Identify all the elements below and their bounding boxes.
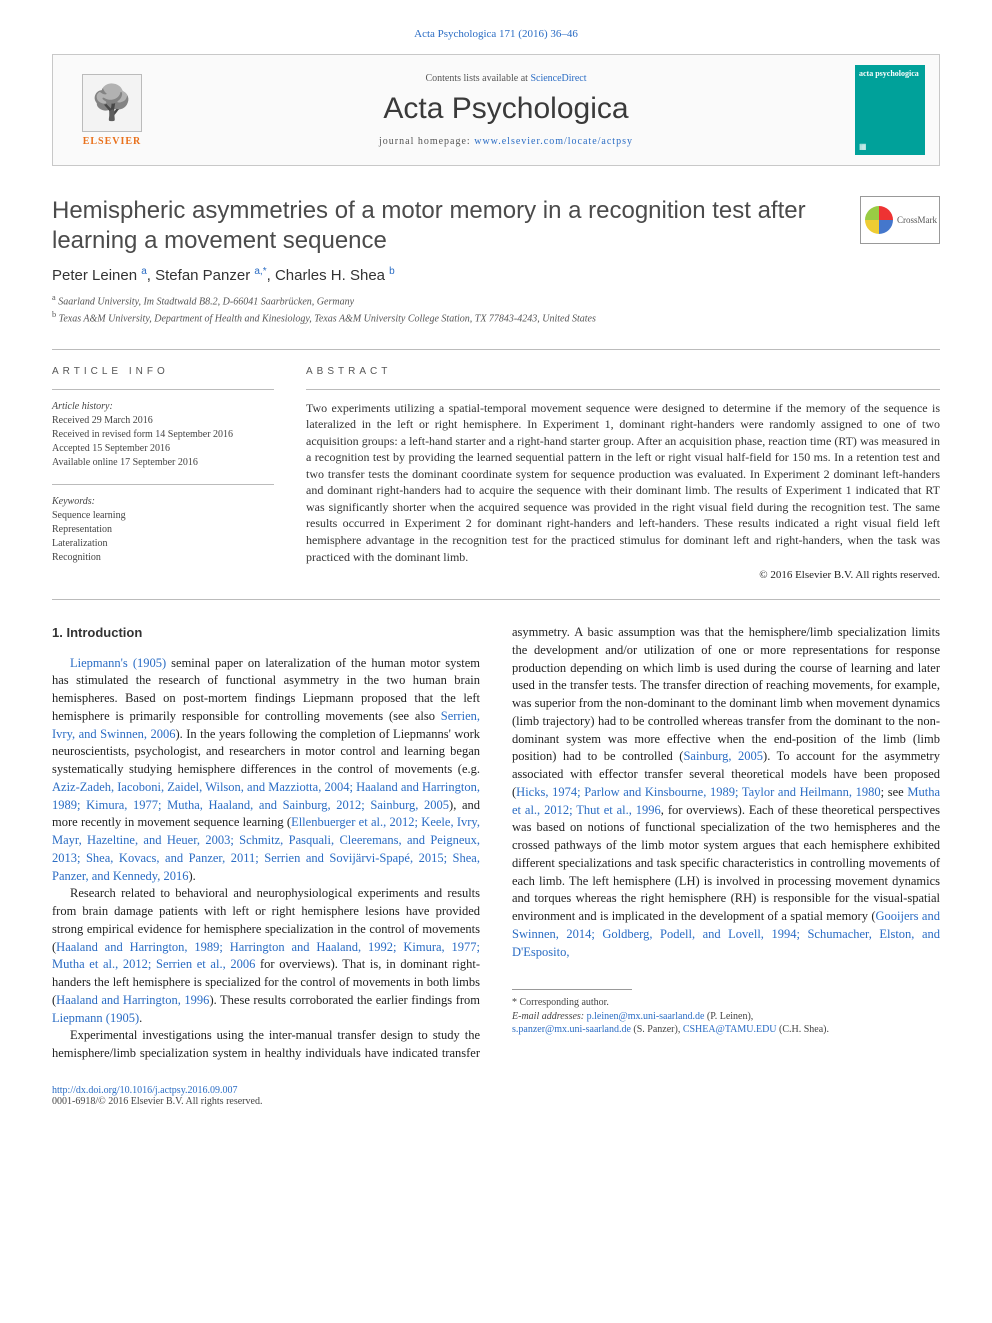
corresponding-author: * Corresponding author.	[512, 996, 940, 1010]
email-line: E-mail addresses: p.leinen@mx.uni-saarla…	[512, 1010, 940, 1037]
authors: Peter Leinen a, Stefan Panzer a,*, Charl…	[52, 266, 940, 284]
title-block: Hemispheric asymmetries of a motor memor…	[52, 196, 844, 266]
issn-copyright: 0001-6918/© 2016 Elsevier B.V. All right…	[52, 1096, 262, 1107]
homepage-prefix: journal homepage:	[379, 136, 474, 147]
abstract-text: Two experiments utilizing a spatial-temp…	[306, 400, 940, 565]
abstract-label: abstract	[306, 366, 940, 377]
cover-thumb-title: acta psychologica	[859, 69, 921, 78]
email-panzer[interactable]: s.panzer@mx.uni-saarland.de	[512, 1024, 631, 1035]
rule-bottom	[52, 599, 940, 600]
abstract-copyright: © 2016 Elsevier B.V. All rights reserved…	[306, 569, 940, 581]
doi-link[interactable]: http://dx.doi.org/10.1016/j.actpsy.2016.…	[52, 1085, 238, 1096]
rule-keywords	[52, 484, 274, 485]
paragraph-2: Research related to behavioral and neuro…	[52, 885, 480, 1027]
affiliations: a Saarland University, Im Stadtwald B8.2…	[52, 292, 940, 327]
paper-title: Hemispheric asymmetries of a motor memor…	[52, 196, 844, 256]
ref-group-1[interactable]: Aziz-Zadeh, Iacoboni, Zaidel, Wilson, an…	[52, 780, 480, 812]
p2-t3: ). These results corroborated the earlie…	[209, 993, 480, 1007]
keywords-label: Keywords:	[52, 496, 95, 507]
p1-t4: ).	[189, 869, 196, 883]
history-revised: Received in revised form 14 September 20…	[52, 429, 233, 440]
crossmark-label: CrossMark	[897, 215, 937, 225]
affiliation-b-text: Texas A&M University, Department of Heal…	[59, 314, 596, 325]
publisher-name: ELSEVIER	[83, 136, 142, 147]
page-footer: http://dx.doi.org/10.1016/j.actpsy.2016.…	[52, 1085, 940, 1107]
elsevier-tree-icon	[82, 74, 142, 132]
masthead-center: Contents lists available at ScienceDirec…	[157, 73, 855, 147]
page: Acta Psychologica 171 (2016) 36–46 ELSEV…	[0, 0, 992, 1147]
email-shea[interactable]: CSHEA@TAMU.EDU	[683, 1024, 777, 1035]
keyword-3: Lateralization	[52, 538, 108, 549]
keywords-block: Keywords: Sequence learning Representati…	[52, 495, 274, 565]
ref-haaland-1996[interactable]: Haaland and Harrington, 1996	[56, 993, 209, 1007]
ref-liepmann-1905b[interactable]: Liepmann (1905)	[52, 1011, 139, 1025]
rule-info	[52, 389, 274, 390]
masthead: ELSEVIER Contents lists available at Sci…	[52, 54, 940, 166]
footnote-separator	[512, 989, 632, 990]
crossmark-badge[interactable]: CrossMark	[860, 196, 940, 244]
affiliation-b: b Texas A&M University, Department of He…	[52, 309, 940, 326]
keyword-4: Recognition	[52, 552, 101, 563]
history-accepted: Accepted 15 September 2016	[52, 443, 170, 454]
p2-t4: .	[139, 1011, 142, 1025]
article-info-label: article info	[52, 366, 274, 377]
ref-liepmann-1905[interactable]: Liepmann's (1905)	[70, 656, 166, 670]
history-label: Article history:	[52, 401, 113, 412]
footnotes: * Corresponding author. E-mail addresses…	[512, 996, 940, 1037]
keyword-2: Representation	[52, 524, 112, 535]
cover-thumb-art: ▦	[859, 142, 921, 151]
affiliation-a: a Saarland University, Im Stadtwald B8.2…	[52, 292, 940, 309]
running-head: Acta Psychologica 171 (2016) 36–46	[52, 28, 940, 40]
contents-prefix: Contents lists available at	[425, 73, 530, 84]
abstract-column: abstract Two experiments utilizing a spa…	[306, 366, 940, 581]
body-area: 1. Introduction Liepmann's (1905) semina…	[52, 624, 940, 1063]
journal-cover-thumb: acta psychologica ▦	[855, 65, 925, 155]
p3-t3: ; see	[881, 785, 908, 799]
info-abstract-row: article info Article history: Received 2…	[52, 350, 940, 599]
ref-sainburg-2005[interactable]: Sainburg, 2005	[683, 749, 763, 763]
publisher-logo: ELSEVIER	[67, 65, 157, 155]
email-leinen[interactable]: p.leinen@mx.uni-saarland.de	[587, 1011, 705, 1022]
history-received: Received 29 March 2016	[52, 415, 153, 426]
e1-who: (P. Leinen),	[704, 1011, 753, 1022]
title-row: Hemispheric asymmetries of a motor memor…	[52, 196, 940, 266]
journal-name: Acta Psychologica	[157, 92, 855, 126]
sciencedirect-link[interactable]: ScienceDirect	[530, 73, 586, 84]
rule-abstract	[306, 389, 940, 390]
affiliation-a-text: Saarland University, Im Stadtwald B8.2, …	[58, 296, 354, 307]
p3-t4: , for overviews). Each of these theoreti…	[512, 803, 940, 924]
keyword-1: Sequence learning	[52, 510, 126, 521]
e2-who: (S. Panzer),	[631, 1024, 683, 1035]
journal-homepage: journal homepage: www.elsevier.com/locat…	[157, 136, 855, 147]
emails-label: E-mail addresses:	[512, 1011, 587, 1022]
crossmark-icon	[865, 206, 893, 234]
paragraph-1: Liepmann's (1905) seminal paper on later…	[52, 655, 480, 886]
history-online: Available online 17 September 2016	[52, 457, 198, 468]
article-history: Article history: Received 29 March 2016 …	[52, 400, 274, 470]
section-heading-intro: 1. Introduction	[52, 624, 480, 642]
contents-line: Contents lists available at ScienceDirec…	[157, 73, 855, 84]
e3-who: (C.H. Shea).	[777, 1024, 830, 1035]
article-info-column: article info Article history: Received 2…	[52, 366, 274, 581]
ref-group-4[interactable]: Hicks, 1974; Parlow and Kinsbourne, 1989…	[516, 785, 880, 799]
homepage-link[interactable]: www.elsevier.com/locate/actpsy	[474, 136, 633, 147]
